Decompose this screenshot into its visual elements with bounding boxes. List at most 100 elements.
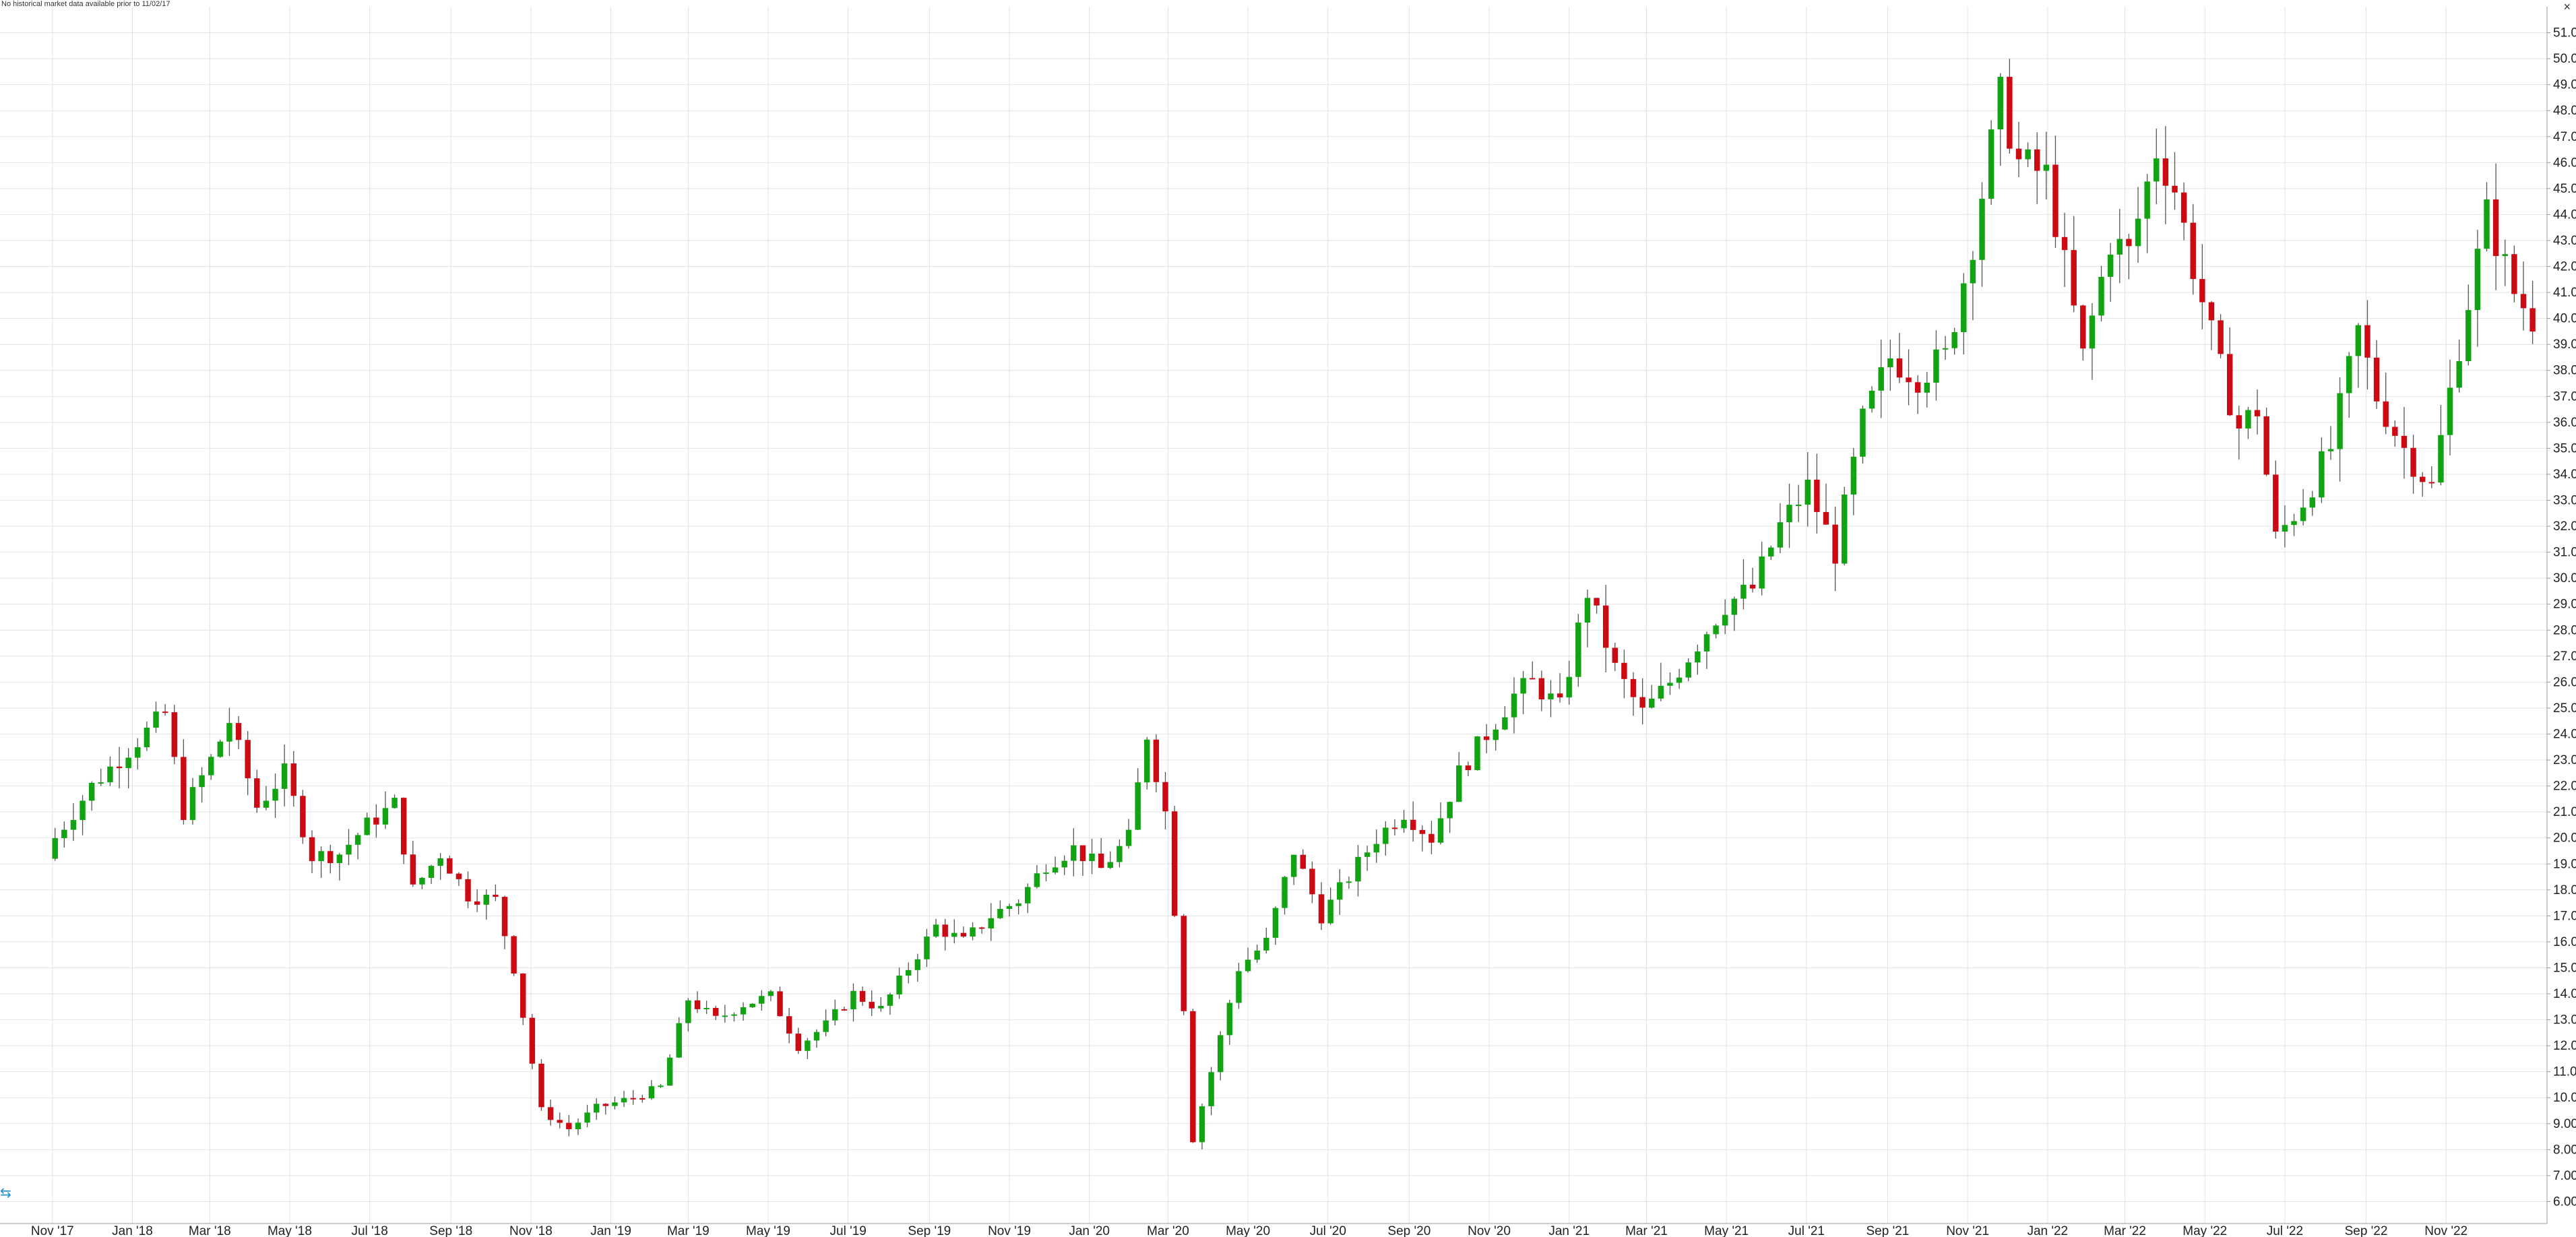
candle-down (1309, 868, 1315, 895)
y-tick-label: 47.00 (2553, 130, 2576, 144)
candle-down (1419, 829, 1426, 834)
x-axis: Nov '17 Jan '18 Mar '18 May '18 Jul '18 Sep '… (0, 1223, 2547, 1237)
y-tick-label: 28.00 (2553, 623, 2576, 637)
candle-down (2364, 325, 2370, 358)
candle-up (1649, 698, 1655, 708)
y-tick-label: 6.00 (2553, 1195, 2576, 1209)
candle-down (1171, 811, 1178, 916)
candle-up (1676, 677, 1683, 683)
y-tick-label: 42.00 (2553, 260, 2576, 274)
candle-down (960, 932, 967, 937)
y-tick-label: 38.00 (2553, 364, 2576, 378)
candle-up (199, 775, 205, 788)
candle-down (2015, 148, 2022, 160)
candle-down (1318, 894, 1325, 924)
candle-up (1282, 877, 1288, 908)
scroll-handle-icon[interactable]: ⇆ (0, 1186, 11, 1201)
candle-up (1071, 845, 1077, 861)
close-icon[interactable]: × (2563, 0, 2571, 13)
candle-down (712, 1007, 719, 1016)
y-tick-label: 22.00 (2553, 780, 2576, 794)
candle-up (1052, 867, 1059, 873)
candle-up (1713, 625, 1719, 635)
candle-down (116, 766, 123, 769)
candle-up (648, 1086, 655, 1099)
candle-up (419, 877, 425, 885)
y-tick-label: 19.00 (2553, 857, 2576, 871)
candle-up (2144, 181, 2150, 219)
candle-up (125, 757, 131, 769)
candle-up (1584, 598, 1591, 623)
y-tick-label: 41.00 (2553, 286, 2576, 300)
candle-up (1759, 556, 1765, 589)
y-tick-label: 18.00 (2553, 883, 2576, 897)
candle-up (878, 1005, 884, 1009)
candle-down (245, 740, 251, 779)
candle-down (869, 1001, 875, 1009)
candle-down (1630, 678, 1637, 697)
candle-up (1777, 522, 1784, 548)
y-tick-label: 37.00 (2553, 389, 2576, 404)
candle-up (1740, 584, 1747, 599)
candle-up (612, 1102, 618, 1106)
y-tick-label: 29.00 (2553, 598, 2576, 612)
candle-down (1410, 819, 1416, 830)
x-tick-label: Nov '20 (1468, 1224, 1511, 1237)
candle-up (593, 1104, 600, 1113)
candle-up (767, 991, 774, 996)
y-tick-label: 32.00 (2553, 519, 2576, 534)
candle-up (997, 908, 1003, 918)
candle-down (694, 1000, 701, 1009)
candle-down (181, 757, 187, 821)
candle-down (171, 712, 177, 757)
candle-up (676, 1023, 682, 1058)
candle-down (1639, 697, 1645, 708)
candle-up (226, 723, 232, 742)
candle-down (373, 817, 379, 825)
candle-down (2392, 426, 2398, 436)
candle-down (300, 796, 306, 837)
candle-up (832, 1009, 838, 1021)
candle-up (703, 1007, 710, 1009)
y-tick-label: 12.00 (2553, 1039, 2576, 1053)
candle-up (1988, 129, 1994, 199)
candle-up (153, 711, 159, 728)
x-tick-label: Sep '20 (1387, 1224, 1431, 1237)
candle-down (1749, 584, 1756, 589)
candle-up (1217, 1035, 1224, 1073)
y-tick-label: 14.00 (2553, 987, 2576, 1001)
y-tick-label: 24.00 (2553, 727, 2576, 741)
y-tick-label: 34.00 (2553, 468, 2576, 482)
candle-up (1272, 908, 1279, 938)
candle-down (1153, 739, 1160, 782)
x-tick-label: Nov '22 (2424, 1224, 2468, 1237)
y-tick-label: 9.00 (2553, 1117, 2576, 1131)
x-tick-label: Mar '19 (667, 1224, 710, 1237)
candle-down (1823, 511, 1829, 525)
candle-down (2180, 192, 2187, 223)
candle-down (1162, 782, 1168, 812)
y-tick-label: 16.00 (2553, 935, 2576, 949)
candle-up (1025, 887, 1031, 903)
x-tick-label: Jul '21 (1788, 1224, 1825, 1237)
candle-down (2061, 236, 2068, 251)
candle-up (666, 1057, 673, 1086)
x-tick-label: Jul '20 (1310, 1224, 1346, 1237)
candle-down (2126, 239, 2132, 247)
x-tick-label: Mar '21 (1625, 1224, 1668, 1237)
candle-up (1997, 77, 2003, 130)
candle-down (2034, 149, 2040, 171)
y-tick-label: 15.00 (2553, 961, 2576, 975)
candle-down (2383, 401, 2389, 427)
y-tick-label: 48.00 (2553, 104, 2576, 118)
candle-down (465, 879, 471, 901)
candle-up (621, 1098, 627, 1103)
candle-down (447, 858, 453, 874)
candle-up (1208, 1072, 1214, 1106)
candle-down (1914, 382, 1921, 393)
y-tick-label: 13.00 (2553, 1013, 2576, 1027)
candle-up (914, 959, 921, 970)
x-tick-label: May '20 (1226, 1224, 1270, 1237)
candle-up (336, 854, 343, 864)
candle-up (1263, 937, 1269, 951)
